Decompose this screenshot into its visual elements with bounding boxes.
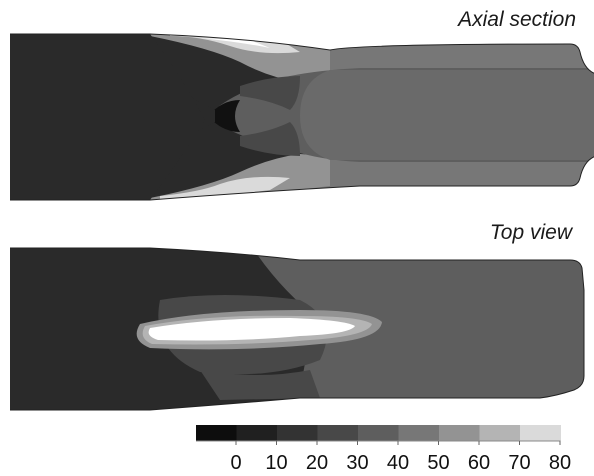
axial-white-patch-top (200, 38, 270, 48)
colorbar-tick-label: 70 (508, 452, 531, 474)
colorbar-swatch (317, 425, 359, 441)
colorbar-swatch (277, 425, 318, 441)
top-right-body (250, 248, 584, 410)
colorbar-swatch (479, 425, 521, 441)
top-view-title: Top view (489, 221, 572, 244)
colorbar-swatch (520, 425, 561, 441)
colorbar-tick-label: 10 (265, 452, 288, 474)
axial-cone-tip (208, 100, 240, 132)
axial-shade-top (240, 76, 300, 110)
axial-section-title: Axial section (458, 8, 576, 31)
colorbar-swatch (398, 425, 440, 441)
colorbar-swatch (196, 425, 237, 441)
top-outline (10, 247, 585, 411)
axial-outline (10, 33, 594, 201)
colorbar-tick-label: 40 (386, 452, 410, 474)
colorbar-tick-label: 0 (230, 452, 242, 474)
colorbar-tick-label: 30 (346, 452, 369, 474)
axial-section-panel (10, 33, 594, 201)
top-streak-core (148, 318, 355, 341)
colorbar-swatch (358, 425, 399, 441)
colorbar (196, 425, 561, 445)
top-view-panel (10, 247, 585, 411)
colorbar-swatch (236, 425, 278, 441)
colorbar-swatch (439, 425, 480, 441)
axial-jet-body (300, 70, 594, 160)
axial-bright-patch-top (170, 34, 300, 54)
axial-bright-patch-bottom (160, 176, 290, 200)
colorbar-tick-label: 50 (427, 452, 450, 474)
colorbar-tick-label: 80 (548, 452, 572, 474)
axial-shade-bottom (240, 122, 300, 156)
axial-mid-band-bottom (150, 154, 330, 200)
top-lower-mid (200, 370, 320, 400)
colorbar-tick-label: 60 (467, 452, 491, 474)
colorbar-tick-label: 20 (305, 452, 329, 474)
axial-left-dark (60, 34, 205, 200)
